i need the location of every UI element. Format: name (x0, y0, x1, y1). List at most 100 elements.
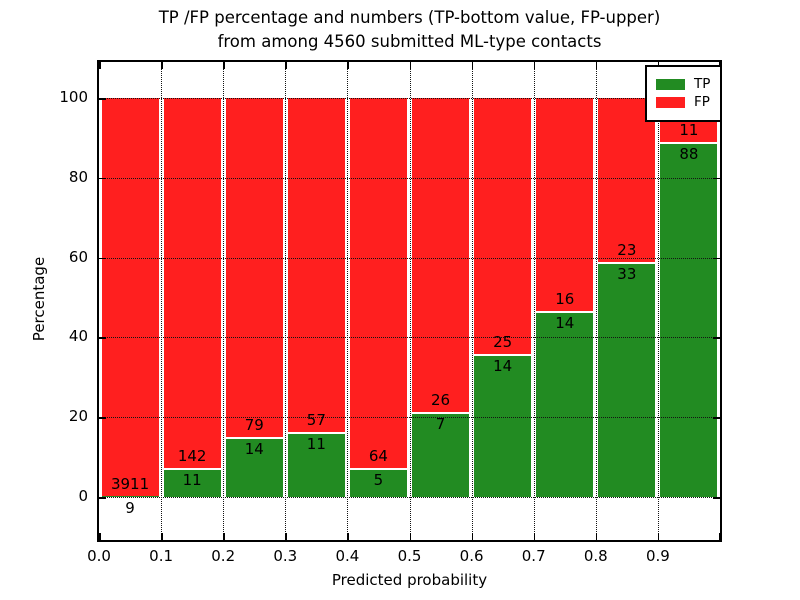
fp-bar-segment (535, 98, 595, 311)
fp-count-label: 23 (617, 240, 637, 259)
tp-bar-segment (411, 412, 471, 497)
x-tick-mark (347, 62, 349, 69)
gridline-vertical (347, 62, 349, 540)
y-tick-mark (713, 257, 720, 260)
y-tick-mark (713, 417, 720, 419)
y-tick-label: 20 (68, 407, 88, 426)
x-tick-mark (161, 533, 163, 540)
y-tick-mark (99, 337, 106, 339)
x-tick-mark (285, 62, 287, 69)
y-tick-label: 60 (68, 247, 88, 266)
tp-count-label: 11 (306, 435, 326, 454)
y-tick-label: 40 (68, 327, 88, 346)
fp-count-label: 3911 (110, 475, 150, 494)
y-tick-mark (99, 417, 106, 419)
tp-bar-segment (100, 496, 160, 497)
y-tick-label: 0 (78, 487, 88, 505)
x-tick-mark (161, 62, 163, 69)
tp-count-label: 9 (125, 499, 135, 518)
tp-count-label: 14 (555, 313, 575, 332)
x-tick-mark (409, 533, 411, 540)
gridline-vertical (595, 62, 597, 540)
x-tick-mark (471, 533, 474, 540)
x-tick-label: 0.1 (149, 547, 174, 565)
fp-bar-segment (348, 98, 408, 469)
legend-label-fp: FP (694, 94, 710, 110)
y-tick-mark (713, 177, 720, 180)
tp-bar-segment (535, 310, 595, 497)
y-tick-mark (713, 497, 720, 499)
gridline-vertical (471, 62, 473, 540)
fp-count-label: 142 (177, 447, 207, 466)
x-tick-mark (223, 533, 225, 540)
y-tick-mark (99, 497, 106, 499)
x-tick-label: 0.0 (87, 547, 111, 565)
gridline-vertical (223, 62, 225, 540)
x-tick-label: 0.5 (397, 547, 422, 565)
y-axis-label: Percentage (28, 60, 50, 538)
x-tick-label: 0.2 (211, 547, 236, 565)
gridline-vertical (657, 62, 659, 540)
legend-item-fp: FP (656, 95, 710, 110)
legend-label-tp: TP (694, 76, 711, 92)
x-tick-mark (533, 62, 536, 69)
x-tick-mark (99, 62, 101, 69)
y-tick-mark (99, 177, 106, 180)
y-tick-mark (713, 337, 720, 339)
tp-count-label: 33 (617, 264, 637, 283)
x-axis-label: Predicted probability (331, 571, 488, 589)
x-tick-label: 0.8 (583, 547, 608, 565)
x-tick-label: 0.7 (521, 547, 546, 565)
fp-count-label: 26 (431, 391, 451, 410)
tp-count-label: 11 (182, 471, 202, 490)
gridline-vertical (161, 62, 163, 540)
tp-bar-segment (473, 353, 533, 497)
fp-count-label: 11 (679, 121, 699, 140)
fp-bar-segment (473, 98, 533, 354)
gridline-vertical (533, 62, 535, 540)
tp-count-label: 5 (373, 471, 384, 490)
plot-area: 3911 9 142 11 79 14 57 11 64 5 26 7 25 14 16 14 23 33 11 88 (97, 60, 722, 542)
chart-title-line2: from among 4560 submitted ML-type contac… (217, 32, 602, 51)
fp-bar-segment (100, 98, 160, 497)
tp-bar-segment (224, 436, 284, 497)
x-tick-mark (99, 533, 101, 540)
x-tick-mark (718, 533, 720, 540)
x-tick-mark (595, 533, 598, 540)
fp-count-label: 25 (493, 332, 513, 351)
x-tick-label: 0.3 (273, 547, 298, 565)
fp-bar-segment (224, 98, 284, 437)
gridline-vertical (409, 62, 411, 540)
x-tick-mark (223, 62, 225, 69)
x-tick-mark (347, 533, 349, 540)
fp-bar-segment (597, 98, 657, 262)
x-tick-label: 0.6 (459, 547, 484, 565)
fp-count-label: 16 (555, 289, 575, 308)
fp-count-label: 57 (306, 411, 326, 430)
tp-bar-segment (162, 468, 222, 497)
x-tick-mark (595, 62, 598, 69)
x-tick-mark (409, 62, 411, 69)
tp-bar-segment (348, 468, 408, 497)
fp-bar-segment (162, 98, 222, 469)
chart-title-line1: TP /FP percentage and numbers (TP-bottom… (158, 8, 661, 27)
x-tick-label: 0.9 (645, 547, 670, 565)
y-tick-label: 100 (59, 88, 88, 106)
tp-count-label: 14 (493, 356, 513, 375)
legend: TP FP (645, 65, 723, 122)
legend-item-tp: TP (656, 77, 710, 92)
tp-count-label: 88 (679, 145, 699, 164)
fp-swatch (656, 97, 685, 108)
x-tick-label: 0.4 (335, 547, 360, 565)
x-tick-mark (533, 533, 536, 540)
fp-bar-segment (411, 98, 471, 413)
tp-bar-segment (286, 432, 346, 497)
fp-count-label: 79 (244, 415, 264, 434)
chart-title: TP /FP percentage and numbers (TP-bottom… (99, 6, 720, 54)
tp-count-label: 14 (244, 439, 264, 458)
x-tick-mark (285, 533, 287, 540)
gridline-vertical (285, 62, 287, 540)
tp-bar-segment (659, 142, 719, 497)
y-tick-label: 80 (68, 167, 88, 186)
